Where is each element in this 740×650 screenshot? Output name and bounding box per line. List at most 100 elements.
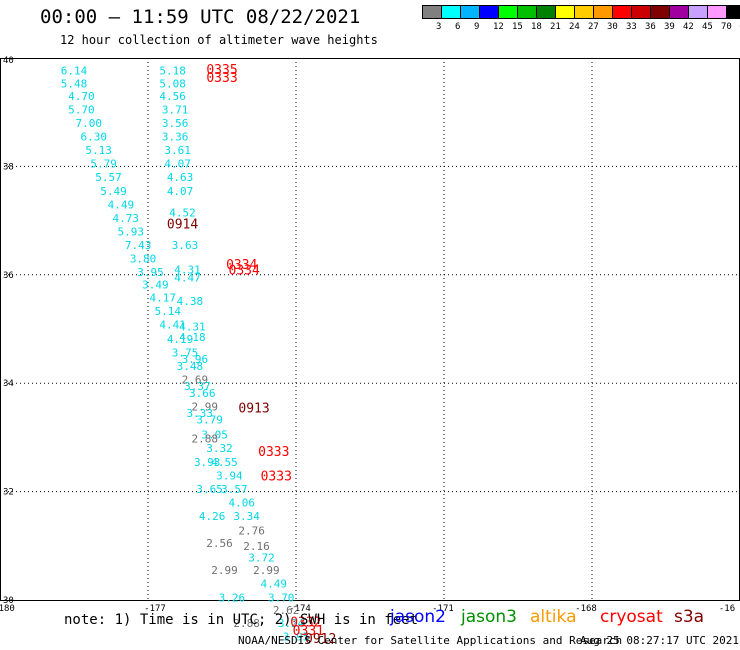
- pass-time-label: 0333: [261, 469, 292, 484]
- legend-tick-label: 3: [436, 22, 442, 32]
- wave-height-value: 6.14: [61, 64, 88, 77]
- wave-height-value: 4.63: [167, 171, 194, 184]
- legend-swatch: [726, 5, 740, 19]
- wave-height-value: 3.61: [164, 144, 191, 157]
- wave-height-value: 4.31: [179, 320, 206, 333]
- legend-tick-label: 39: [664, 22, 675, 32]
- satellite-name-jason3: jason3: [461, 607, 517, 627]
- wave-height-value: 5.93: [117, 225, 144, 238]
- pass-time-label: 0332: [290, 616, 321, 631]
- x-tick-label: -174: [289, 604, 311, 614]
- legend-tick-label: 24: [569, 22, 580, 32]
- wave-height-value: 2.62: [273, 604, 300, 617]
- legend-tick-label: 36: [645, 22, 656, 32]
- wave-height-value: 3.75: [172, 346, 199, 359]
- wave-height-value: 4.07: [164, 158, 191, 171]
- x-tick-label: -177: [144, 604, 166, 614]
- satellite-name-jason2: jason2: [390, 607, 446, 627]
- wave-height-value: 6.30: [80, 131, 107, 144]
- wave-height-value: 3.94: [216, 469, 243, 482]
- wave-height-value: 4.31: [174, 263, 201, 276]
- wave-height-value: 5.13: [85, 144, 112, 157]
- wave-height-value: 5.79: [90, 158, 117, 171]
- wave-height-value: 3.93: [194, 456, 221, 469]
- wave-height-value: 3.66: [189, 387, 216, 400]
- wave-height-value: 2.76: [238, 525, 265, 538]
- y-tick-label: 34: [3, 379, 14, 389]
- credit-line: NOAA/NESDIS Center for Satellite Applica…: [238, 634, 623, 647]
- wave-height-value: 4.41: [159, 319, 186, 332]
- wave-height-value: 3.34: [233, 510, 260, 523]
- wave-height-value: 5.57: [95, 171, 122, 184]
- wave-height-value: 2.88: [233, 617, 260, 630]
- wave-height-value: 3.72: [248, 552, 275, 565]
- wave-height-value: 4.19: [167, 333, 194, 346]
- pass-time-label: 0914: [167, 217, 198, 232]
- legend-tick-label: 12: [493, 22, 504, 32]
- legend-tick-label: (ft): [738, 22, 740, 32]
- pass-time-label: 0912: [305, 632, 336, 647]
- legend-tick-label: 42: [683, 22, 694, 32]
- wave-height-value: 4.18: [179, 331, 206, 344]
- wave-height-value: 4.52: [169, 206, 196, 219]
- y-tick-label: 36: [3, 271, 14, 281]
- map-title: 00:00 – 11:59 UTC 08/22/2021: [40, 6, 361, 28]
- legend-tick-label: 27: [588, 22, 599, 32]
- wave-height-value: 4.55: [211, 456, 238, 469]
- wave-height-value: 3.56: [162, 117, 189, 130]
- wave-height-value: 3.36: [162, 131, 189, 144]
- map-subtitle: 12 hour collection of altimeter wave hei…: [60, 33, 378, 47]
- satellite-name-s3a: s3a: [674, 607, 705, 627]
- wave-height-value: 4.26: [199, 510, 226, 523]
- wave-height-value: 2.16: [243, 540, 270, 553]
- wave-height-value: 3.70: [268, 591, 295, 604]
- wave-height-value: 3.79: [196, 414, 223, 427]
- y-tick-label: 38: [3, 162, 14, 172]
- y-tick-label: 40: [3, 56, 14, 66]
- legend-tick-label: 33: [626, 22, 637, 32]
- wave-height-value: 4.49: [108, 198, 135, 211]
- wave-height-value: 5.18: [159, 64, 186, 77]
- x-tick-label: -180: [0, 604, 15, 614]
- pass-time-label: 0333: [258, 445, 289, 460]
- plot-frame: [0, 58, 740, 601]
- wave-height-value: 2.69: [182, 373, 209, 386]
- wave-height-value: 3.95: [283, 630, 310, 643]
- legend-tick-label: 21: [550, 22, 561, 32]
- y-tick-label: 30: [3, 596, 14, 606]
- wave-height-value: 3.24: [278, 617, 305, 630]
- wave-height-value: 4.38: [177, 295, 204, 308]
- wave-height-value: 3.49: [142, 279, 169, 292]
- pass-time-label: 0334: [229, 263, 260, 278]
- pass-time-label: 0333: [206, 71, 237, 86]
- wave-height-value: 2.56: [206, 537, 233, 550]
- wave-height-value: 4.47: [174, 272, 201, 285]
- wave-height-value: 4.73: [113, 212, 140, 225]
- generated-timestamp: Aug 25 08:27:17 UTC 2021: [580, 634, 739, 647]
- wave-height-value: 4.70: [68, 90, 95, 103]
- legend-tick-label: 6: [455, 22, 461, 32]
- wave-height-value: 4.17: [150, 292, 177, 305]
- wave-height-value: 4.07: [167, 185, 194, 198]
- satellite-name-altika: altika: [530, 607, 577, 627]
- legend-tick-label: 45: [702, 22, 713, 32]
- wave-height-value: 2.99: [211, 564, 238, 577]
- wave-height-value: 3.05: [201, 429, 228, 442]
- wave-height-value: 2.99: [191, 401, 218, 414]
- wave-height-value: 3.80: [130, 253, 157, 266]
- legend-tick-label: 15: [512, 22, 523, 32]
- wave-height-value: 4.56: [159, 90, 186, 103]
- wave-height-value: 3.33: [187, 407, 214, 420]
- pass-time-label: 0335: [206, 63, 237, 78]
- x-tick-label: -171: [432, 604, 454, 614]
- wave-height-value: 3.71: [162, 103, 189, 116]
- pass-time-label: 0334: [226, 258, 257, 273]
- wave-height-value: 5.49: [100, 185, 127, 198]
- wave-height-value: 2.99: [253, 564, 280, 577]
- wave-height-value: 3.63: [172, 239, 199, 252]
- legend-tick-label: 9: [474, 22, 480, 32]
- wave-height-value: 3.65: [196, 483, 223, 496]
- wave-height-value: 5.48: [61, 77, 88, 90]
